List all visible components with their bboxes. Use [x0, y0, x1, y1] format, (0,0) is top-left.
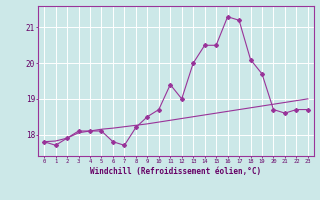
X-axis label: Windchill (Refroidissement éolien,°C): Windchill (Refroidissement éolien,°C)	[91, 167, 261, 176]
